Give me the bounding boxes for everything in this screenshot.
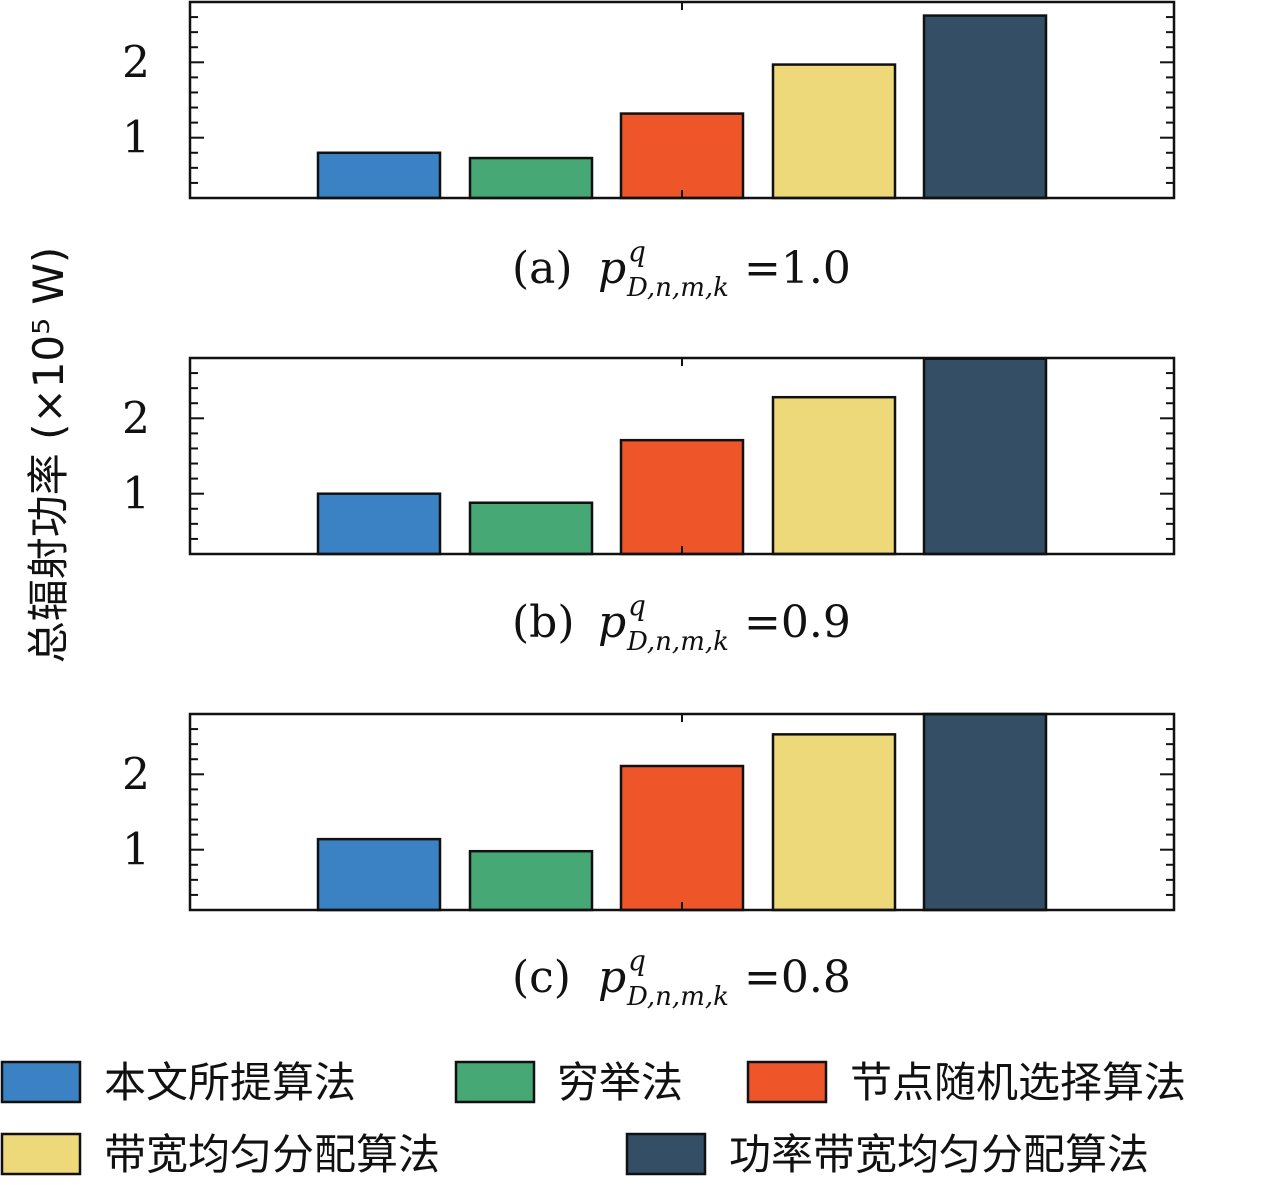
bar-1 [316,837,442,912]
panel-c: 1 2 (c) p q D,n,m,k =0.8 [122,712,1176,1012]
bar-2 [468,501,594,556]
parameter-superscript: q [628,589,646,622]
bar-5 [922,14,1048,200]
panel-a: 1 2 (a) p q D,n,m,k =1.0 [122,0,1176,303]
panel-caption: (a) p q D,n,m,k =1.0 [512,235,851,303]
y-tick-label: 1 [122,113,150,164]
legend-label: 节点随机选择算法 [850,1058,1186,1107]
y-tick-label: 1 [122,469,150,520]
legend-swatch [454,1060,536,1104]
parameter-symbol: p [598,952,626,1003]
legend-item: 节点随机选择算法 [746,1058,1186,1107]
y-tick-label: 2 [122,749,150,800]
legend-swatch [0,1060,82,1104]
bar-1 [316,151,442,200]
bar-1 [316,492,442,556]
legend-item: 带宽均匀分配算法 [0,1130,440,1179]
y-axis-label: 总辐射功率 (×10⁵ W) [24,247,73,663]
panel-label: (b) [512,597,575,648]
parameter-subscript: D,n,m,k [626,982,729,1012]
bar-4 [771,395,897,556]
bar-3 [619,112,745,200]
parameter-symbol: p [598,597,626,648]
chart-panels: 12(a) p qD,n,m,k =1.012(b) p qD,n,m,k =0.912(c… [122,0,1176,1012]
parameter-superscript: q [628,944,646,977]
legend-label: 本文所提算法 [104,1058,356,1107]
parameter-value: =0.8 [744,952,851,1003]
parameter-subscript: D,n,m,k [626,273,729,303]
legend-swatch [746,1060,828,1104]
bar-2 [468,849,594,912]
legend-label: 功率带宽均匀分配算法 [729,1130,1149,1179]
bar-3 [619,764,745,912]
panel-label: (a) [512,243,573,294]
bar-3 [619,438,745,556]
legend-label: 穷举法 [557,1058,683,1107]
parameter-value: =0.9 [744,597,851,648]
bar-5 [922,357,1048,556]
legend-item: 穷举法 [454,1058,683,1107]
y-tick-label: 2 [122,393,150,444]
panel-caption: (c) p q D,n,m,k =0.8 [512,944,851,1012]
parameter-symbol: p [598,243,626,294]
panel-caption: (b) p q D,n,m,k =0.9 [512,589,851,657]
legend-item: 功率带宽均匀分配算法 [625,1130,1149,1179]
parameter-value: =1.0 [744,243,851,294]
panel-label: (c) [512,952,571,1003]
bar-2 [468,156,594,200]
legend-label: 带宽均匀分配算法 [104,1130,440,1179]
legend-swatch [625,1132,707,1176]
legend-swatch [0,1132,82,1176]
bar-4 [771,63,897,200]
panel-b: 1 2 (b) p q D,n,m,k =0.9 [122,356,1176,657]
y-tick-label: 2 [122,37,150,88]
bar-4 [771,733,897,912]
parameter-subscript: D,n,m,k [626,627,729,657]
y-tick-label: 1 [122,825,150,876]
legend-item: 本文所提算法 [0,1058,356,1107]
parameter-superscript: q [628,235,646,268]
bar-5 [922,712,1048,912]
